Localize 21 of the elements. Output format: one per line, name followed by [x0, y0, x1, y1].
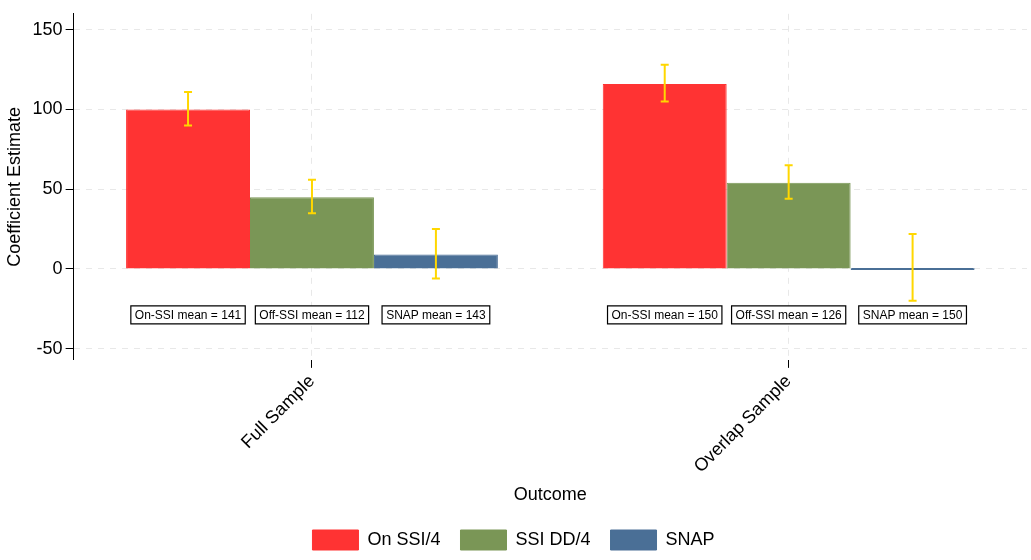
annotation: Off-SSI mean = 126: [735, 308, 843, 323]
y-tick-label: -50: [36, 337, 63, 358]
annotation: On-SSI mean = 150: [611, 308, 719, 323]
y-tick-label: 50: [42, 178, 63, 199]
y-tick-label: 0: [52, 257, 63, 278]
annotation: On-SSI mean = 141: [134, 308, 242, 323]
legend-label: On SSI/4: [367, 528, 441, 549]
annotation: Off-SSI mean = 112: [259, 308, 365, 323]
y-tick-label: 150: [32, 18, 63, 39]
legend-label: SSI DD/4: [515, 528, 591, 549]
bar: [373, 254, 498, 269]
y-axis-title: Coefficient Estimate: [3, 106, 24, 267]
legend-label: SNAP: [665, 528, 715, 549]
x-axis-title: Outcome: [513, 484, 587, 505]
bar: [602, 83, 727, 269]
annotation: SNAP mean = 150: [862, 308, 963, 323]
y-tick-label: 100: [32, 98, 63, 119]
bar: [126, 109, 251, 269]
bar: [250, 197, 374, 269]
annotation: SNAP mean = 143: [386, 308, 486, 323]
bar: [726, 182, 851, 269]
